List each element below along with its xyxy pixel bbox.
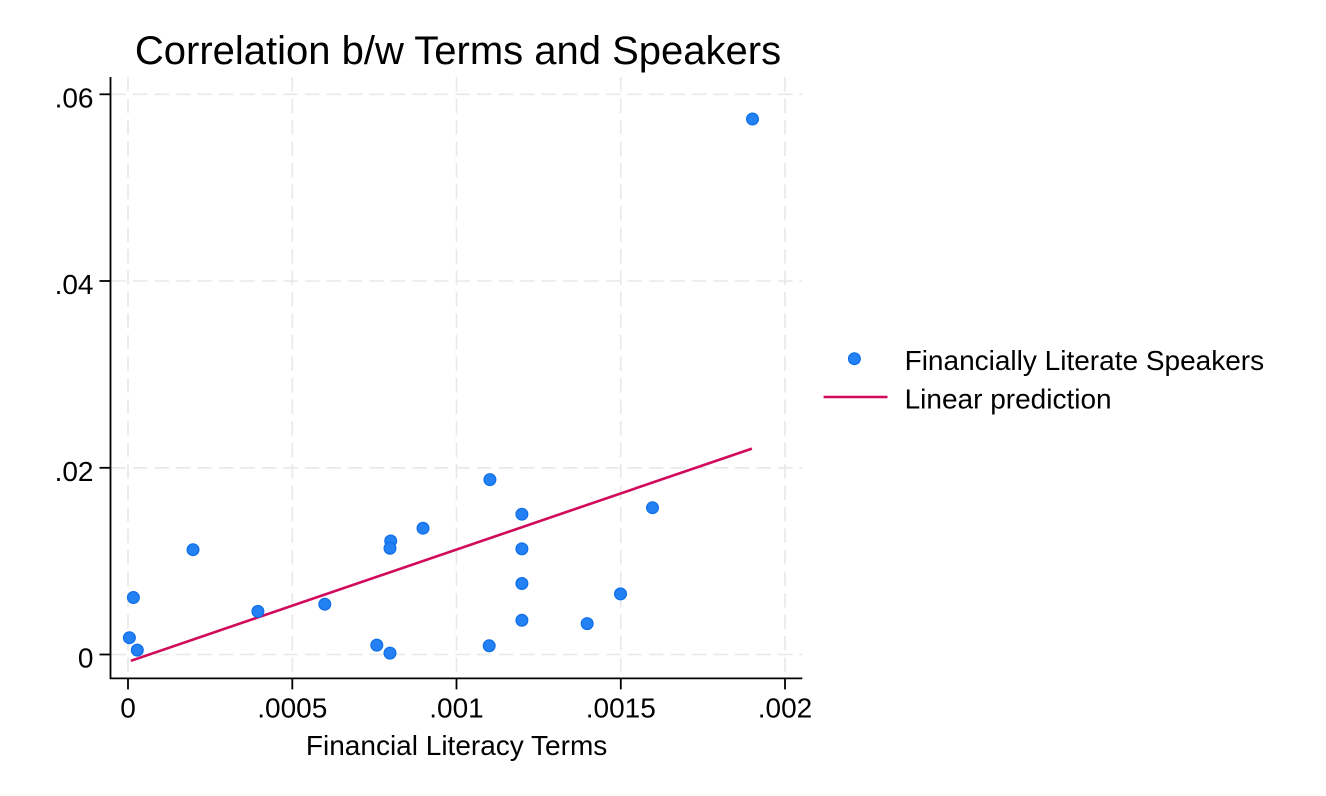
svg-text:0: 0	[120, 693, 136, 724]
svg-text:Financial Literacy Terms: Financial Literacy Terms	[306, 730, 607, 761]
svg-text:.002: .002	[758, 693, 813, 724]
svg-text:.0015: .0015	[586, 693, 656, 724]
svg-text:.0005: .0005	[257, 693, 327, 724]
svg-text:.04: .04	[55, 269, 94, 300]
svg-text:.02: .02	[55, 456, 94, 487]
svg-text:Linear prediction: Linear prediction	[905, 383, 1112, 414]
svg-text:Financially Literate Speakers: Financially Literate Speakers	[905, 345, 1265, 376]
svg-text:0: 0	[78, 643, 94, 674]
svg-text:Correlation b/w Terms and Spea: Correlation b/w Terms and Speakers	[135, 29, 781, 73]
svg-text:.001: .001	[429, 693, 484, 724]
svg-text:.06: .06	[55, 82, 94, 113]
